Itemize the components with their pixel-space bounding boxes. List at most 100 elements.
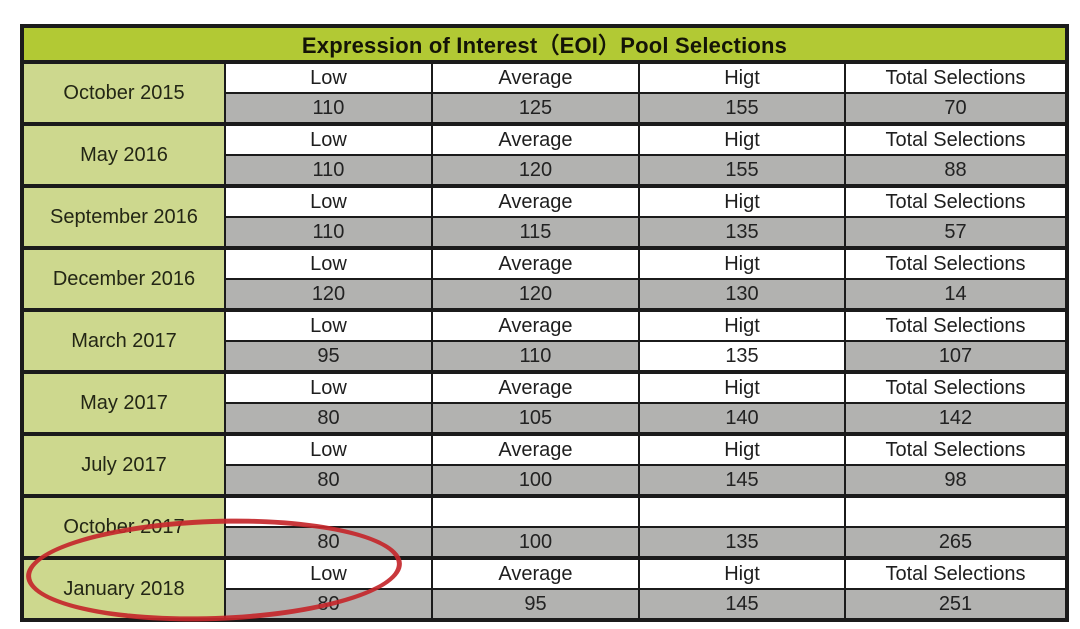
- period-header-row: May 2016 Low Average Higt Total Selections: [21, 122, 1068, 187]
- column-header: Average: [431, 246, 640, 280]
- column-header: [844, 494, 1068, 528]
- table-title: Expression of Interest（EOI）Pool Selectio…: [21, 25, 1068, 63]
- column-header: Average: [431, 556, 640, 590]
- period-header-row: October 2015 Low Average Higt Total Selectio…: [21, 60, 1068, 125]
- period-label: May 2017: [21, 370, 226, 435]
- period-value-row: 80 100 145 98: [22, 464, 1068, 497]
- column-header: Total Selections: [844, 246, 1068, 280]
- period-value-row: 95 110 135 107: [22, 340, 1068, 373]
- period-value-row: 120 120 130 14: [22, 278, 1068, 311]
- value-cell: 88: [844, 154, 1068, 187]
- value-cell: 145: [638, 588, 846, 621]
- value-cell: 80: [224, 464, 433, 497]
- column-header: Higt: [638, 184, 846, 218]
- column-header: [224, 494, 433, 528]
- value-cell: 120: [224, 278, 433, 311]
- column-header: [431, 494, 640, 528]
- value-cell: 142: [844, 402, 1068, 435]
- value-cell: 110: [224, 154, 433, 187]
- value-cell: 14: [844, 278, 1068, 311]
- value-cell: 135: [638, 216, 846, 249]
- column-header: Average: [431, 432, 640, 466]
- value-cell: 135: [638, 340, 846, 373]
- value-cell: 100: [431, 526, 640, 559]
- column-header: Total Selections: [844, 370, 1068, 404]
- value-cell: 98: [844, 464, 1068, 497]
- column-header: Low: [224, 60, 433, 94]
- column-header: Low: [224, 122, 433, 156]
- period-value-row: 80 95 145 251: [22, 588, 1068, 621]
- value-cell: 125: [431, 92, 640, 125]
- column-header: Average: [431, 122, 640, 156]
- period-label: March 2017: [21, 308, 226, 373]
- period-header-row: January 2018 Low Average Higt Total Selectio…: [21, 556, 1068, 621]
- column-header: Total Selections: [844, 308, 1068, 342]
- value-cell: 251: [844, 588, 1068, 621]
- value-cell: 110: [431, 340, 640, 373]
- column-header: Total Selections: [844, 122, 1068, 156]
- value-cell: 105: [431, 402, 640, 435]
- value-cell: 110: [224, 216, 433, 249]
- column-header: Total Selections: [844, 432, 1068, 466]
- column-header: Higt: [638, 122, 846, 156]
- period-label: September 2016: [21, 184, 226, 249]
- period-label: December 2016: [21, 246, 226, 311]
- column-header: Higt: [638, 432, 846, 466]
- value-cell: 95: [431, 588, 640, 621]
- period-header-row: September 2016 Low Average Higt Total Select…: [21, 184, 1068, 249]
- column-header: Low: [224, 184, 433, 218]
- period-label: October 2015: [21, 60, 226, 125]
- value-cell: 110: [224, 92, 433, 125]
- column-header: Low: [224, 556, 433, 590]
- value-cell: 70: [844, 92, 1068, 125]
- period-header-row: May 2017 Low Average Higt Total Selections: [21, 370, 1068, 435]
- value-cell: 80: [224, 588, 433, 621]
- eoi-pool-selections-table: Expression of Interest（EOI）Pool Selectio…: [20, 24, 1069, 622]
- column-header: Average: [431, 60, 640, 94]
- period-label: October 2017: [21, 494, 226, 559]
- value-cell: 95: [224, 340, 433, 373]
- column-header: Higt: [638, 556, 846, 590]
- period-header-row: July 2017 Low Average Higt Total Selections: [21, 432, 1068, 497]
- column-header: [638, 494, 846, 528]
- period-label: July 2017: [21, 432, 226, 497]
- period-value-row: 110 125 155 70: [22, 92, 1068, 125]
- title-row: Expression of Interest（EOI）Pool Selectio…: [21, 25, 1068, 63]
- period-header-row: March 2017 Low Average Higt Total Selections: [21, 308, 1068, 373]
- column-header: Higt: [638, 370, 846, 404]
- value-cell: 130: [638, 278, 846, 311]
- value-cell: 115: [431, 216, 640, 249]
- period-value-row: 80 100 135 265: [22, 526, 1068, 559]
- value-cell: 135: [638, 526, 846, 559]
- value-cell: 155: [638, 154, 846, 187]
- table-body: October 2015 Low Average Higt Total Selectio…: [21, 60, 1068, 621]
- value-cell: 145: [638, 464, 846, 497]
- value-cell: 155: [638, 92, 846, 125]
- column-header: Total Selections: [844, 60, 1068, 94]
- column-header: Low: [224, 246, 433, 280]
- column-header: Low: [224, 308, 433, 342]
- column-header: Higt: [638, 308, 846, 342]
- column-header: Average: [431, 184, 640, 218]
- value-cell: 57: [844, 216, 1068, 249]
- column-header: Low: [224, 370, 433, 404]
- period-value-row: 80 105 140 142: [22, 402, 1068, 435]
- column-header: Average: [431, 370, 640, 404]
- column-header: Total Selections: [844, 556, 1068, 590]
- value-cell: 120: [431, 278, 640, 311]
- column-header: Higt: [638, 60, 846, 94]
- column-header: Higt: [638, 246, 846, 280]
- column-header: Low: [224, 432, 433, 466]
- period-value-row: 110 115 135 57: [22, 216, 1068, 249]
- value-cell: 140: [638, 402, 846, 435]
- period-value-row: 110 120 155 88: [22, 154, 1068, 187]
- period-label: May 2016: [21, 122, 226, 187]
- column-header: Average: [431, 308, 640, 342]
- column-header: Total Selections: [844, 184, 1068, 218]
- value-cell: 100: [431, 464, 640, 497]
- period-header-row: October 2017: [21, 494, 1068, 559]
- value-cell: 80: [224, 526, 433, 559]
- value-cell: 107: [844, 340, 1068, 373]
- value-cell: 120: [431, 154, 640, 187]
